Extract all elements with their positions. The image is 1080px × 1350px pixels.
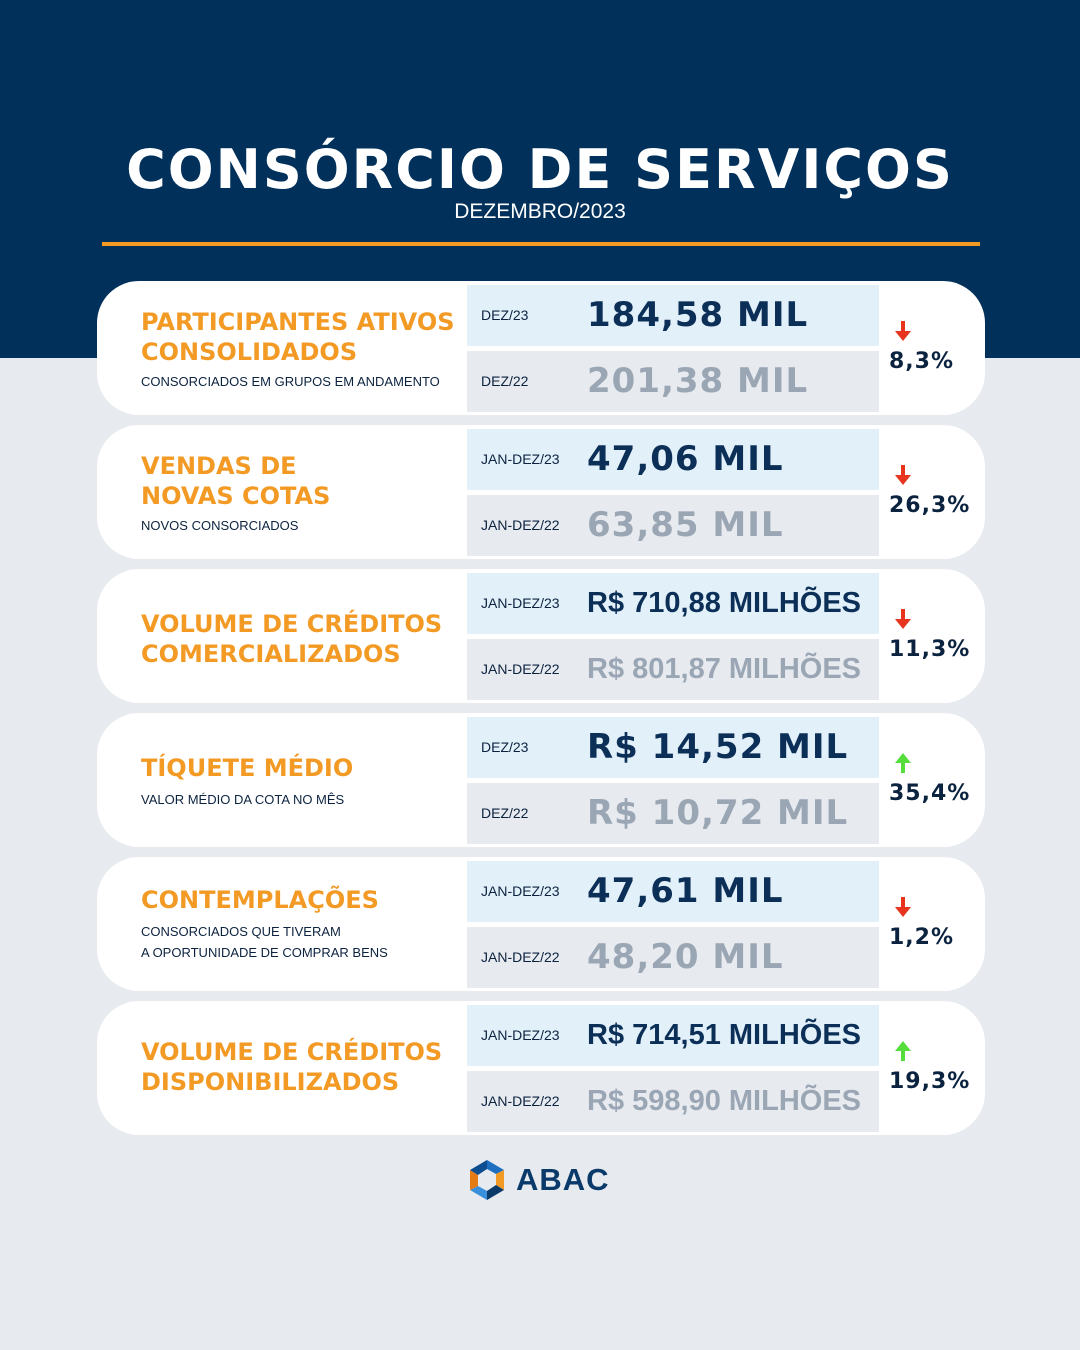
abac-logo-icon xyxy=(470,1160,504,1200)
current-period-row: JAN-DEZ/23 47,61 MIL xyxy=(467,861,879,922)
previous-period-row: JAN-DEZ/22 63,85 MIL xyxy=(467,495,879,556)
change-percent: 35,4% xyxy=(889,781,971,806)
metric-card-tiquete-medio: TÍQUETE MÉDIO VALOR MÉDIO DA COTA NO MÊS… xyxy=(97,713,985,847)
arrow-up-icon xyxy=(895,1041,911,1061)
period-label: JAN-DEZ/23 xyxy=(481,595,560,611)
previous-period-row: DEZ/22 201,38 MIL xyxy=(467,351,879,412)
page-subtitle: DEZEMBRO/2023 xyxy=(454,200,626,223)
card-description: NOVOS CONSORCIADOS xyxy=(141,518,299,533)
card-title: VOLUME DE CRÉDITOS COMERCIALIZADOS xyxy=(141,610,443,668)
arrow-down-icon xyxy=(895,897,911,917)
metric-card-vendas: VENDAS DE NOVAS COTAS NOVOS CONSORCIADOS… xyxy=(97,425,985,559)
period-label: JAN-DEZ/22 xyxy=(481,1093,560,1109)
current-period-row: DEZ/23 184,58 MIL xyxy=(467,285,879,346)
current-period-row: JAN-DEZ/23 R$ 714,51 MILHÕES xyxy=(467,1005,879,1066)
arrow-down-icon xyxy=(895,465,911,485)
brand-name: ABAC xyxy=(516,1162,610,1197)
previous-value: 201,38 MIL xyxy=(587,361,809,401)
period-label: DEZ/23 xyxy=(481,307,529,323)
period-label: JAN-DEZ/22 xyxy=(481,517,560,533)
current-period-row: DEZ/23 R$ 14,52 MIL xyxy=(467,717,879,778)
metric-card-creditos-comercializados: VOLUME DE CRÉDITOS COMERCIALIZADOS JAN-D… xyxy=(97,569,985,703)
arrow-down-icon xyxy=(895,321,911,341)
page-title: CONSÓRCIO DE SERVIÇOS xyxy=(126,138,954,201)
current-value: R$ 710,88 MILHÕES xyxy=(587,587,861,619)
current-period-row: JAN-DEZ/23 47,06 MIL xyxy=(467,429,879,490)
period-label: DEZ/23 xyxy=(481,739,529,755)
period-label: DEZ/22 xyxy=(481,805,529,821)
card-description: CONSORCIADOS EM GRUPOS EM ANDAMENTO xyxy=(141,374,440,389)
current-period-row: JAN-DEZ/23 R$ 710,88 MILHÕES xyxy=(467,573,879,634)
current-value: 47,61 MIL xyxy=(587,871,784,911)
period-label: JAN-DEZ/22 xyxy=(481,949,560,965)
current-value: R$ 714,51 MILHÕES xyxy=(587,1019,861,1051)
previous-value: R$ 801,87 MILHÕES xyxy=(587,653,861,685)
title-divider xyxy=(102,242,980,246)
previous-value: 48,20 MIL xyxy=(587,937,784,977)
period-label: DEZ/22 xyxy=(481,373,529,389)
previous-value: 63,85 MIL xyxy=(587,505,784,545)
card-title: TÍQUETE MÉDIO xyxy=(141,754,354,782)
previous-period-row: JAN-DEZ/22 48,20 MIL xyxy=(467,927,879,988)
metric-card-participantes: PARTICIPANTES ATIVOS CONSOLIDADOS CONSOR… xyxy=(97,281,985,415)
change-percent: 1,2% xyxy=(889,925,955,950)
previous-period-row: DEZ/22 R$ 10,72 MIL xyxy=(467,783,879,844)
card-title: VOLUME DE CRÉDITOS DISPONIBILIZADOS xyxy=(141,1038,443,1096)
period-label: JAN-DEZ/23 xyxy=(481,451,560,467)
change-percent: 19,3% xyxy=(889,1069,971,1094)
card-title: VENDAS DE NOVAS COTAS xyxy=(141,452,331,510)
card-description: VALOR MÉDIO DA COTA NO MÊS xyxy=(141,792,345,807)
period-label: JAN-DEZ/22 xyxy=(481,661,560,677)
metric-card-contemplacoes: CONTEMPLAÇÕES CONSORCIADOS QUE TIVERAM A… xyxy=(97,857,985,991)
period-label: JAN-DEZ/23 xyxy=(481,883,560,899)
period-label: JAN-DEZ/23 xyxy=(481,1027,560,1043)
change-percent: 8,3% xyxy=(889,349,955,374)
card-title: PARTICIPANTES ATIVOS CONSOLIDADOS xyxy=(141,308,455,366)
arrow-up-icon xyxy=(895,753,911,773)
abac-logo: ABAC xyxy=(466,1158,616,1204)
previous-period-row: JAN-DEZ/22 R$ 598,90 MILHÕES xyxy=(467,1071,879,1132)
card-title: CONTEMPLAÇÕES xyxy=(141,886,379,914)
change-percent: 11,3% xyxy=(889,637,971,662)
metric-card-creditos-disponibilizados: VOLUME DE CRÉDITOS DISPONIBILIZADOS JAN-… xyxy=(97,1001,985,1135)
card-description: CONSORCIADOS QUE TIVERAM A OPORTUNIDADE … xyxy=(141,924,388,960)
current-value: 184,58 MIL xyxy=(587,295,809,335)
current-value: R$ 14,52 MIL xyxy=(587,727,849,767)
arrow-down-icon xyxy=(895,609,911,629)
previous-value: R$ 598,90 MILHÕES xyxy=(587,1085,861,1117)
previous-value: R$ 10,72 MIL xyxy=(587,793,849,833)
change-percent: 26,3% xyxy=(889,493,971,518)
previous-period-row: JAN-DEZ/22 R$ 801,87 MILHÕES xyxy=(467,639,879,700)
current-value: 47,06 MIL xyxy=(587,439,784,479)
